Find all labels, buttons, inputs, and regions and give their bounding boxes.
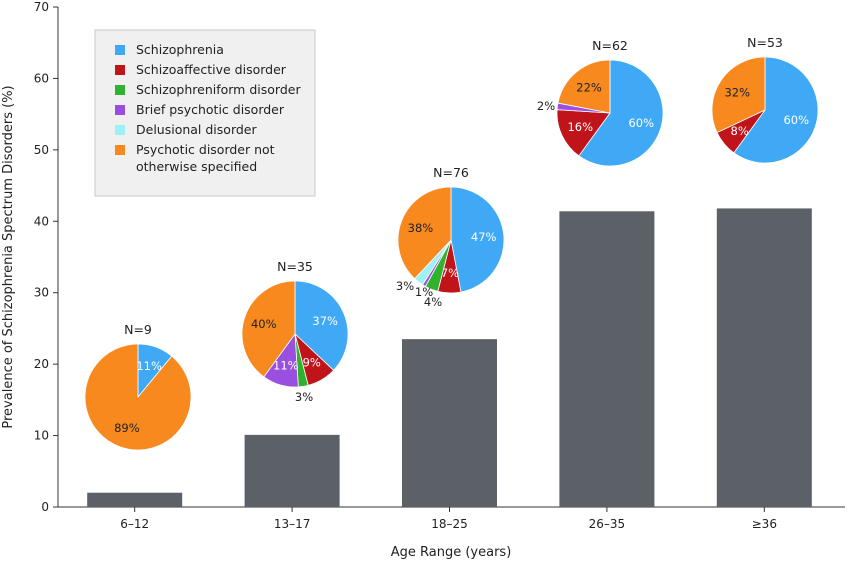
x-tick-label: 18–25	[431, 517, 468, 531]
pie-slice-label: 40%	[251, 317, 277, 331]
legend-swatch	[115, 105, 125, 115]
pie-slice-label: 11%	[273, 359, 299, 373]
pie-slice-label: 89%	[114, 421, 140, 435]
y-tick-label: 0	[41, 500, 49, 514]
bar	[559, 211, 655, 508]
legend: Schizophrenia Schizoaffective disorder Sch…	[94, 29, 316, 197]
pie-slice-label: 8%	[731, 124, 749, 138]
pie-slice	[84, 343, 192, 451]
pie-slice-label: 37%	[312, 314, 338, 328]
legend-label: Schizoaffective disorder	[136, 62, 287, 77]
y-tick-label: 70	[34, 0, 49, 14]
pie-slice-label: 4%	[424, 295, 442, 309]
pie-slice-label: 60%	[628, 116, 654, 130]
pie-slice-label: 47%	[471, 230, 497, 244]
x-tick-label: 26–35	[589, 517, 626, 531]
pie-slice-label: 60%	[783, 113, 809, 127]
pie-slice	[241, 280, 296, 378]
bars	[87, 208, 812, 508]
pie-slice	[294, 280, 349, 371]
x-tick-label: 13–17	[274, 517, 311, 531]
y-tick-label: 60	[34, 71, 49, 85]
legend-box	[94, 29, 316, 197]
pie-slice	[711, 56, 766, 134]
bar	[87, 492, 183, 507]
pie-slice	[450, 186, 505, 293]
pie: 11% 89% N=9	[84, 322, 192, 451]
pie-slice	[733, 56, 819, 164]
pie-n-label: N=76	[433, 165, 469, 180]
y-tick-label: 20	[34, 357, 49, 371]
y-tick-label: 40	[34, 214, 49, 228]
pie-slice-label: 7%	[441, 266, 459, 280]
bar	[716, 208, 812, 507]
pie-n-label: N=53	[747, 35, 783, 50]
pie: 47% 7% 4%1%3% 38% N=76	[396, 165, 505, 309]
legend-swatch	[115, 145, 125, 155]
pie-slice-label: 32%	[724, 85, 750, 99]
pie: 60% 8% 32% N=53	[711, 35, 819, 164]
x-tick-label: ≥36	[752, 517, 777, 531]
legend-swatch	[115, 125, 125, 135]
pie-slice	[557, 59, 611, 114]
pie-slice-label: 22%	[576, 81, 602, 95]
y-tick-label: 10	[34, 429, 49, 443]
legend-swatch	[115, 65, 125, 75]
y-tick-label: 30	[34, 286, 49, 300]
pie-n-label: N=9	[124, 322, 152, 337]
pie-slice	[397, 186, 452, 280]
pie-slice-label: 11%	[136, 359, 162, 373]
pie-charts: 11%89%N=937%9%3%11%40%N=3547%7%4%1%3%38%…	[84, 35, 819, 451]
pie: 60% 16% 2% 22% N=62	[537, 38, 664, 167]
legend-label: Schizophreniform disorder	[136, 82, 301, 97]
pie-slice-label: 16%	[567, 120, 593, 134]
y-tick-labels: 0 10 20 30 40 50 60 70	[34, 0, 58, 514]
pie-slice-label: 3%	[396, 279, 414, 293]
x-tick-labels: 6–12 13–17 18–25 26–35 ≥36	[120, 507, 777, 531]
pie-slice-label: 38%	[408, 221, 434, 235]
legend-swatch	[115, 45, 125, 55]
pie-slice-label: 2%	[537, 99, 555, 113]
legend-label: Psychotic disorder not otherwise specifie…	[136, 142, 275, 174]
pie-n-label: N=35	[277, 259, 313, 274]
pie: 37% 9% 3% 11% 40% N=35	[241, 259, 349, 404]
x-axis-title: Age Range (years)	[391, 545, 512, 560]
y-tick-label: 50	[34, 143, 49, 157]
pie-slice	[578, 59, 664, 167]
pie-n-label: N=62	[592, 38, 628, 53]
pie-slice-label: 9%	[303, 355, 321, 369]
x-tick-label: 6–12	[120, 517, 149, 531]
legend-label: Delusional disorder	[136, 122, 257, 137]
legend-label: Schizophrenia	[136, 42, 224, 57]
pie-slice-label: 1%	[415, 285, 433, 299]
bar	[244, 434, 340, 507]
pie-slice-label: 3%	[295, 390, 313, 404]
legend-swatch	[115, 85, 125, 95]
pie-slice	[556, 109, 611, 157]
bar	[402, 339, 497, 507]
y-axis-title: Prevalence of Schizophrenia Spectrum Dis…	[1, 85, 16, 428]
legend-label: Brief psychotic disorder	[136, 102, 285, 117]
